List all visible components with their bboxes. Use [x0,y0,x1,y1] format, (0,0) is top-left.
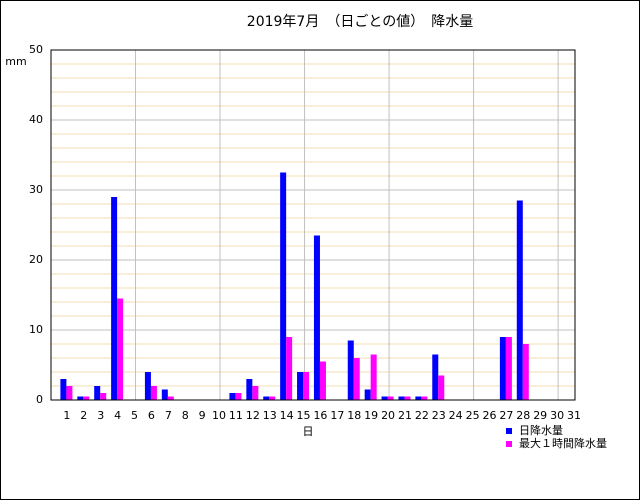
bar [438,375,445,400]
bar [347,340,354,400]
bar [381,396,388,400]
bar [286,337,293,400]
x-tick-label: 7 [165,409,172,422]
x-tick-label: 21 [398,409,412,422]
bar [94,386,101,400]
bar [263,396,270,400]
x-label: 日 [303,425,314,438]
legend-label: 最大１時間降水量 [519,436,607,450]
x-tick-label: 12 [246,409,260,422]
x-tick-label: 9 [199,409,206,422]
x-tick-label: 24 [449,409,463,422]
y-tick-label: 50 [29,43,43,56]
bar [432,354,439,400]
y-tick-label: 20 [29,253,43,266]
bar [246,379,253,400]
legend-swatch [506,441,512,447]
bar [235,393,242,400]
plot-border [50,49,576,401]
x-tick-label: 3 [97,409,104,422]
bar [297,372,304,400]
x-tick-label: 20 [381,409,395,422]
bar [100,393,107,400]
x-tick-label: 8 [182,409,189,422]
bar [144,372,151,400]
x-tick-label: 22 [415,409,429,422]
x-tick-label: 14 [280,409,294,422]
plot-area [51,50,575,400]
bar [77,396,84,400]
bar [167,396,174,400]
x-tick-label: 5 [131,409,138,422]
bar [415,396,422,400]
bar [313,235,320,400]
bar [111,197,118,400]
bar [83,396,90,400]
bar [229,393,236,400]
bar [269,396,276,400]
x-tick-label: 26 [482,409,496,422]
x-tick-label: 1 [63,409,70,422]
bar [364,389,371,400]
bar [303,372,310,400]
bar [161,389,168,400]
bar [150,386,157,400]
y-unit: mm [5,55,26,68]
x-tick-label: 10 [212,409,226,422]
x-tick-label: 19 [364,409,378,422]
bar [60,379,67,400]
legend-swatch [506,428,512,434]
x-tick-label: 4 [114,409,121,422]
x-tick-label: 31 [567,409,581,422]
x-tick-label: 2 [80,409,87,422]
bar [505,337,512,400]
bar [117,298,124,400]
bar [370,354,377,400]
x-tick-label: 18 [347,409,361,422]
x-tick-label: 25 [466,409,480,422]
x-tick-label: 27 [499,409,513,422]
x-tick-label: 16 [313,409,327,422]
chart-title: 2019年7月 （日ごとの値） 降水量 [247,14,473,30]
x-tick-label: 17 [330,409,344,422]
x-tick-label: 6 [148,409,155,422]
bar [421,396,428,400]
y-tick-label: 10 [29,323,43,336]
x-tick-label: 28 [516,409,530,422]
bar [387,396,394,400]
y-tick-label: 40 [29,113,43,126]
bar [404,396,411,400]
bar [66,386,73,400]
x-tick-label: 13 [263,409,277,422]
bar [522,344,529,400]
x-tick-label: 30 [550,409,564,422]
bar [353,358,360,400]
legend-label: 日降水量 [519,423,563,437]
bar [252,386,259,400]
bar [319,361,326,400]
x-tick-label: 11 [229,409,243,422]
bar [516,200,523,400]
bar [280,172,287,400]
bar [499,337,506,400]
x-tick-label: 23 [432,409,446,422]
y-tick-label: 0 [36,393,43,406]
x-tick-label: 29 [533,409,547,422]
x-tick-label: 15 [297,409,311,422]
y-tick-label: 30 [29,183,43,196]
bar [398,396,405,400]
